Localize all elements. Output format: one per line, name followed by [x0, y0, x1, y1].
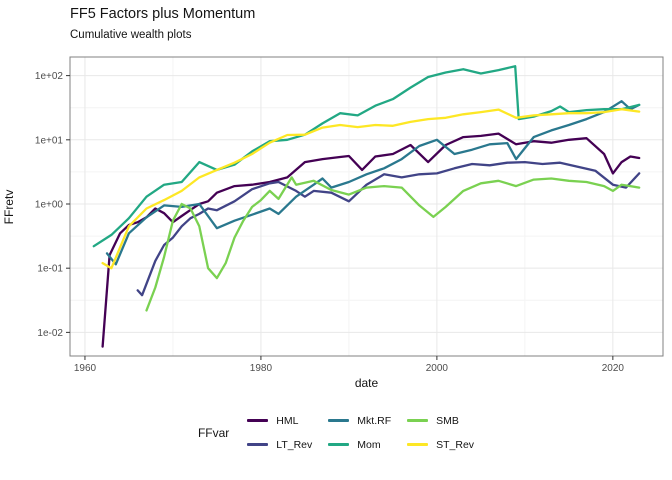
legend-label: SMB [436, 414, 459, 427]
legend-title: FFvar [197, 425, 230, 440]
plot-subtitle: Cumulative wealth plots [70, 29, 192, 41]
legend-label: LT_Rev [276, 438, 313, 451]
y-tick-label-1e+02: 1e+02 [35, 71, 64, 82]
x-tick-label-1960: 1960 [74, 363, 97, 374]
legend-column: Mkt.RF Mom [328, 413, 391, 452]
legend-column: SMB ST_Rev [407, 413, 474, 452]
series-line-Mkt.RF [105, 100, 641, 266]
legend-key-icon [328, 419, 350, 422]
y-axis-title: FFretv [2, 189, 16, 225]
legend-key-icon [247, 443, 269, 446]
legend-key-icon [407, 419, 429, 422]
legend-item-SMB: SMB [407, 413, 474, 428]
legend-item-Mom: Mom [328, 437, 391, 452]
legend-item-ST_Rev: ST_Rev [407, 437, 474, 452]
y-tick-label-1e-01: 1e-01 [37, 264, 63, 275]
legend-label: Mkt.RF [357, 414, 392, 427]
legend-key-icon [328, 443, 350, 446]
y-tick-label-1e+00: 1e+00 [35, 199, 64, 210]
series-line-LT_Rev [136, 160, 641, 297]
legend-column: HML LT_Rev [247, 413, 312, 452]
legend-item-HML: HML [247, 413, 312, 428]
legend-item-LT_Rev: LT_Rev [247, 437, 312, 452]
legend-key-icon [407, 443, 429, 446]
x-tick-label-2020: 2020 [602, 363, 625, 374]
series-line-Mom [92, 65, 641, 248]
series-line-SMB [145, 176, 641, 312]
legend-label: ST_Rev [436, 438, 475, 451]
x-axis-title: date [354, 376, 379, 390]
legend-key-icon [247, 419, 269, 422]
x-tick-label-2000: 2000 [426, 363, 449, 374]
legend: FFvar HML LT_Rev Mkt.RF Mom SMB ST_Rev [0, 413, 672, 452]
y-tick-label-1e+01: 1e+01 [35, 135, 64, 146]
series-line-HML [101, 132, 641, 348]
series-line-ST_Rev [101, 108, 641, 270]
legend-item-Mkt.RF: Mkt.RF [328, 413, 391, 428]
panel-background [70, 57, 663, 356]
plot-title: FF5 Factors plus Momentum [70, 6, 256, 22]
legend-label: Mom [357, 438, 381, 451]
y-tick-label-1e-02: 1e-02 [37, 328, 63, 339]
legend-label: HML [276, 414, 299, 427]
x-tick-label-1980: 1980 [250, 363, 273, 374]
panel-border [69, 56, 664, 357]
